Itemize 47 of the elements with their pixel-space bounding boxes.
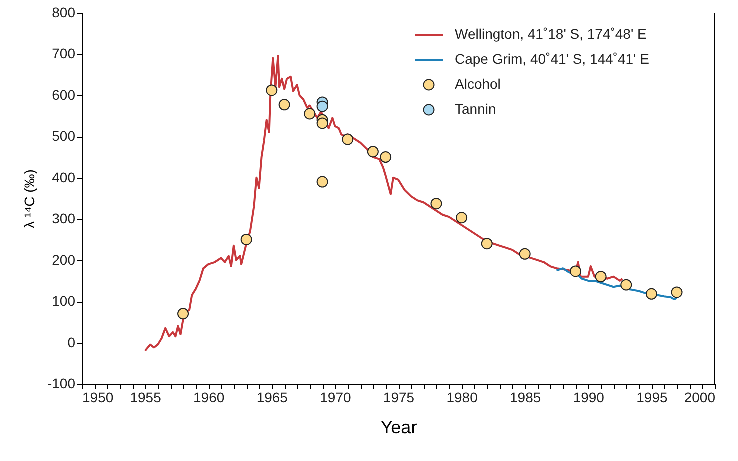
point: [266, 84, 278, 96]
point: [430, 198, 442, 210]
y-tick-label: 400: [52, 169, 76, 186]
x-tick-label: 1950: [82, 390, 114, 406]
y-tick-label: -100: [47, 376, 76, 392]
legend-label: Cape Grim, 40˚41' S, 144˚41' E: [455, 51, 650, 67]
x-tick-label: 1980: [446, 390, 478, 406]
x-axis-title: Year: [380, 418, 418, 438]
y-tick-label: 600: [52, 86, 76, 103]
legend-label: Wellington, 41˚18' S, 174˚48' E: [455, 26, 647, 42]
y-tick-label: 0: [68, 334, 76, 350]
y-tick-label: 100: [52, 293, 76, 310]
x-tick-label: 1955: [130, 390, 162, 406]
y-tick-label: 700: [52, 46, 76, 62]
point: [178, 308, 190, 320]
y-tick-label: 800: [52, 4, 76, 20]
x-tick-label: 1970: [320, 390, 352, 406]
point: [316, 176, 328, 188]
legend-label: Alcohol: [455, 76, 501, 92]
x-tick-label: 2000: [684, 390, 716, 406]
point: [595, 271, 607, 283]
point: [646, 288, 658, 300]
point: [671, 286, 683, 298]
point: [456, 212, 468, 224]
point: [519, 248, 531, 260]
x-tick-label: 1990: [573, 390, 605, 406]
y-axis-title: λ ¹⁴C (‰): [21, 170, 38, 228]
point: [240, 234, 252, 246]
y-tick-label: 300: [52, 210, 76, 227]
legend-label: Tannin: [455, 101, 496, 117]
point: [481, 238, 493, 250]
x-tick-label: 1960: [194, 390, 225, 406]
y-tick-label: 500: [52, 128, 76, 144]
point: [380, 152, 392, 164]
point: [278, 99, 290, 111]
point: [367, 146, 379, 158]
y-tick-label: 200: [52, 252, 76, 268]
point: [304, 108, 316, 120]
point: [570, 266, 582, 278]
point: [316, 100, 328, 112]
point: [620, 279, 632, 291]
x-tick-label: 1965: [256, 390, 288, 406]
point: [342, 134, 354, 146]
x-tick-label: 1975: [383, 390, 415, 406]
x-tick-label: 1985: [510, 390, 542, 406]
point: [316, 118, 328, 130]
x-tick-label: 1995: [636, 390, 668, 406]
